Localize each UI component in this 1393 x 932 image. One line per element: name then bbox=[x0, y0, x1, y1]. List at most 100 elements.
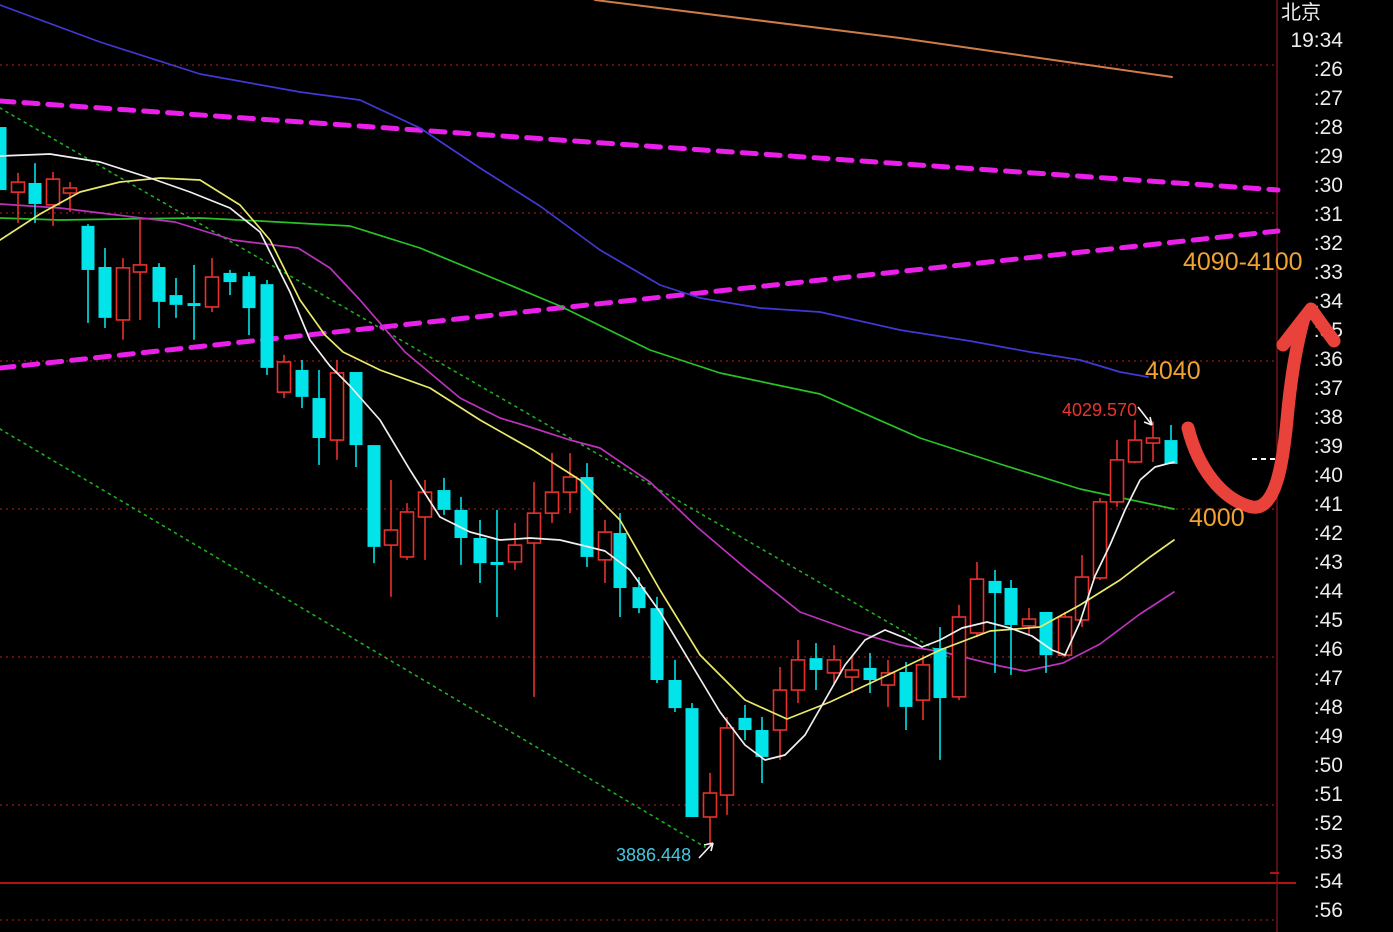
time-label: :40 bbox=[1314, 464, 1343, 487]
candle-up bbox=[915, 655, 931, 720]
candle-down bbox=[242, 272, 256, 336]
candle-down bbox=[295, 359, 309, 409]
candle-up bbox=[276, 354, 292, 399]
trendline-green-dotted-lower bbox=[0, 428, 706, 848]
annotation-level-4040: 4040 bbox=[1145, 357, 1201, 385]
candle-down bbox=[152, 263, 166, 328]
ma-blue-slow bbox=[0, 4, 1149, 378]
candle-down bbox=[81, 224, 95, 323]
time-label: :46 bbox=[1314, 638, 1343, 661]
timezone-label: 北京 bbox=[1281, 2, 1321, 24]
candle-down bbox=[668, 659, 682, 712]
candle-down bbox=[613, 513, 627, 617]
candle-up bbox=[702, 772, 718, 846]
candle-down bbox=[863, 653, 877, 694]
candle-up bbox=[507, 522, 523, 570]
time-label: :50 bbox=[1314, 754, 1343, 777]
high-callout-arrow bbox=[1137, 406, 1153, 426]
candle-down bbox=[169, 277, 183, 318]
candle-down bbox=[312, 369, 326, 465]
time-label: :30 bbox=[1314, 174, 1343, 197]
candle-up bbox=[1074, 555, 1090, 628]
candle-up bbox=[526, 482, 542, 697]
time-label: :51 bbox=[1314, 783, 1343, 806]
candle-up bbox=[790, 640, 806, 704]
candle-up bbox=[1109, 440, 1125, 507]
time-label: :36 bbox=[1314, 348, 1343, 371]
candle-up bbox=[772, 666, 788, 760]
time-label: :32 bbox=[1314, 232, 1343, 255]
annotation-level-4000: 4000 bbox=[1189, 504, 1245, 532]
time-label: :43 bbox=[1314, 551, 1343, 574]
ma-magenta bbox=[0, 203, 1175, 672]
time-label: :33 bbox=[1314, 261, 1343, 284]
candle-up bbox=[1145, 421, 1161, 462]
candle-down bbox=[473, 519, 487, 583]
candle-down bbox=[580, 463, 594, 567]
candle-up bbox=[62, 182, 78, 212]
time-label: :39 bbox=[1314, 435, 1343, 458]
trendline-green-dotted-upper bbox=[0, 107, 951, 659]
time-label: :26 bbox=[1314, 58, 1343, 81]
candle-up bbox=[1092, 498, 1108, 581]
time-label: :48 bbox=[1314, 696, 1343, 719]
low-callout-arrow bbox=[698, 842, 714, 859]
trendline-orange bbox=[594, 0, 1173, 78]
candle-down bbox=[490, 509, 504, 617]
candle-up bbox=[951, 604, 967, 701]
candle-down bbox=[738, 704, 752, 741]
candle-up bbox=[115, 258, 131, 340]
time-label: :49 bbox=[1314, 725, 1343, 748]
candle-up bbox=[204, 258, 220, 312]
ma-yellow bbox=[0, 177, 1175, 720]
drawn-up-arrow-shaft bbox=[1181, 311, 1311, 514]
annotation-resistance-zone: 4090-4100 bbox=[1183, 248, 1303, 276]
candle-down bbox=[755, 716, 769, 783]
candle-down bbox=[454, 496, 468, 565]
candle-up bbox=[719, 716, 735, 815]
candle-up bbox=[132, 219, 148, 320]
candle-up bbox=[969, 561, 985, 638]
candle-down bbox=[437, 477, 451, 515]
annotation-swing-low: 3886.448 bbox=[616, 845, 692, 865]
candle-up bbox=[399, 503, 415, 560]
candle-up bbox=[562, 453, 578, 514]
candle-down bbox=[260, 280, 274, 375]
candle-down bbox=[685, 703, 699, 817]
candle-up bbox=[45, 172, 61, 226]
time-label: :31 bbox=[1314, 203, 1343, 226]
candle-up bbox=[1021, 608, 1037, 636]
candle-up bbox=[383, 480, 399, 597]
candle-up bbox=[329, 359, 345, 460]
ma-green bbox=[0, 217, 1175, 510]
time-label: :37 bbox=[1314, 377, 1343, 400]
time-label: :56 bbox=[1314, 899, 1343, 922]
trendline-magenta-dashed-upper bbox=[0, 98, 1281, 193]
candle-down bbox=[933, 627, 947, 760]
candle-down bbox=[28, 163, 42, 223]
time-label: 19:34 bbox=[1290, 29, 1343, 52]
candle-down bbox=[809, 643, 823, 691]
candle-down bbox=[187, 264, 201, 340]
candle-up bbox=[10, 172, 26, 223]
time-label: :27 bbox=[1314, 87, 1343, 110]
drawn-up-arrow-head bbox=[1276, 302, 1341, 352]
time-label: :52 bbox=[1314, 812, 1343, 835]
candle-up bbox=[844, 656, 860, 694]
time-label: :41 bbox=[1314, 493, 1343, 516]
time-label: :44 bbox=[1314, 580, 1344, 603]
candle-down bbox=[650, 596, 664, 683]
candle-up bbox=[880, 659, 896, 707]
time-label: :47 bbox=[1314, 667, 1343, 690]
time-label: :28 bbox=[1314, 116, 1343, 139]
time-label: :34 bbox=[1314, 290, 1344, 313]
candle-down bbox=[1164, 424, 1178, 465]
candle-down bbox=[1004, 580, 1018, 675]
candle-down bbox=[349, 372, 363, 467]
candle-down bbox=[0, 127, 7, 191]
time-label: :38 bbox=[1314, 406, 1343, 429]
time-label: :54 bbox=[1314, 870, 1344, 893]
candle-down bbox=[98, 248, 112, 328]
